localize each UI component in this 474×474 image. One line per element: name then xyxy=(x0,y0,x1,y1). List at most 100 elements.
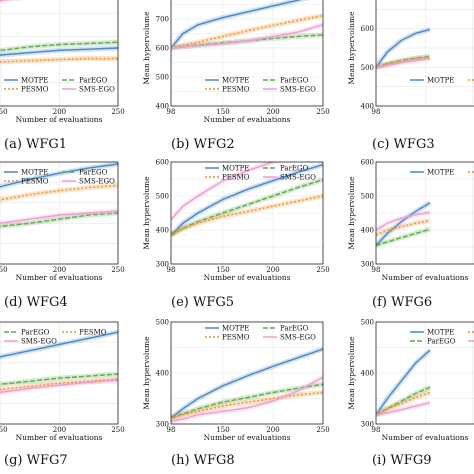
x-tick-label: 150 xyxy=(216,266,229,274)
legend: ParEGO PESMO SMS-EGO xyxy=(4,329,107,346)
legend: MOTPE ParEGO PESMO SMS-EGO xyxy=(4,77,115,94)
y-tick-label: 500 xyxy=(361,64,374,72)
plot-frame xyxy=(170,321,324,425)
y-tick-label: 400 xyxy=(156,103,169,111)
series-line-motpe xyxy=(376,28,431,68)
chart-panel-1: 150 200 250 Number of evaluations MOTPE ParEG… xyxy=(0,0,125,152)
x-tick-label: 250 xyxy=(111,108,124,116)
panel-caption: (a) WFG1 xyxy=(4,137,67,152)
x-axis-label: Number of evaluations xyxy=(382,433,469,442)
legend-label: SMS-EGO xyxy=(21,338,57,346)
plot-frame xyxy=(375,0,474,107)
x-tick-label: 150 xyxy=(0,266,8,274)
x-tick-label: 200 xyxy=(53,266,66,274)
chart-panel-3: 98400500600700Mean hypervolumeMOTPEPESMO… xyxy=(347,0,474,152)
y-tick-label: 600 xyxy=(156,45,169,53)
series-line-pesmo xyxy=(171,195,323,236)
series-line-motpe xyxy=(171,0,302,49)
y-tick-label: 600 xyxy=(361,25,374,33)
y-axis-label: Mean hypervolume xyxy=(347,336,356,410)
legend-label: ParEGO xyxy=(21,329,50,337)
legend-label: SMS-EGO xyxy=(79,178,115,186)
series-line-pesmo xyxy=(171,391,323,419)
x-tick-label: 250 xyxy=(111,266,124,274)
x-tick-label: 98 xyxy=(167,108,176,116)
series-line-pesmo xyxy=(0,57,118,63)
legend: MOTPE ParEGO PESMO SMS-EGO xyxy=(4,169,115,186)
panel-caption: (b) WFG2 xyxy=(171,137,235,152)
legend-label: PESMO xyxy=(21,86,49,94)
series-line-motpe xyxy=(171,348,323,419)
y-tick-label: 700 xyxy=(156,16,169,24)
chart-panel-5: 98 150 200 250 300 400 500 600 Number of evaluat… xyxy=(142,159,330,311)
x-axis-label: Number of evaluations xyxy=(16,115,103,124)
legend-label: SMS-EGO xyxy=(280,334,316,342)
series-line-parego xyxy=(0,212,118,228)
series-line-parego xyxy=(0,41,118,52)
x-tick-label: 200 xyxy=(266,426,279,434)
legend-label: PESMO xyxy=(222,86,250,94)
x-tick-label: 150 xyxy=(216,108,229,116)
legend: MOTPE ParEGO PESMO SMS-EGO xyxy=(205,325,316,342)
x-tick-label: 150 xyxy=(216,426,229,434)
legend-label: MOTPE xyxy=(222,325,249,333)
panel-caption: (g) WFG7 xyxy=(4,453,68,468)
series-line-motpe xyxy=(376,349,431,416)
legend-label: MOTPE xyxy=(222,165,249,173)
chart-panel-2: 98150200250400500600700800Number of eval… xyxy=(142,0,330,152)
plot-frame xyxy=(375,161,474,265)
x-tick-label: 250 xyxy=(316,266,329,274)
series-line-parego xyxy=(376,228,431,246)
y-axis-label: Mean hypervolume xyxy=(142,336,151,410)
plot-frame xyxy=(375,321,474,425)
legend-label: PESMO xyxy=(222,334,250,342)
panel-caption: (f) WFG6 xyxy=(372,295,432,310)
panel-caption: (d) WFG4 xyxy=(4,295,68,310)
series-line-pesmo xyxy=(376,391,431,416)
series-line-parego xyxy=(171,383,323,419)
y-tick-label: 500 xyxy=(156,319,169,327)
series-line-pesmo xyxy=(0,184,118,201)
x-tick-label: 250 xyxy=(111,426,124,434)
x-tick-label: 98 xyxy=(167,426,176,434)
chart-panel-8: 98 150 200 250 300 400 500 Number of evaluation… xyxy=(142,319,330,469)
x-tick-label: 200 xyxy=(266,108,279,116)
legend-label: SMS-EGO xyxy=(280,86,316,94)
series-line-sms-ego xyxy=(171,24,323,49)
y-axis-label: Mean hypervolume xyxy=(142,176,151,250)
y-tick-label: 400 xyxy=(361,103,374,111)
y-tick-label: 400 xyxy=(361,370,374,378)
legend-label: MOTPE xyxy=(222,77,249,85)
y-tick-label: 300 xyxy=(156,261,169,269)
legend-label: PESMO xyxy=(79,329,107,337)
series-line-pesmo xyxy=(376,56,431,68)
legend-label: MOTPE xyxy=(427,169,454,177)
series-line-sms-ego xyxy=(171,376,323,423)
legend-label: ParEGO xyxy=(79,77,108,85)
x-tick-label: 98 xyxy=(167,266,176,274)
x-axis-label: Number of evaluations xyxy=(204,433,291,442)
plot-frame xyxy=(0,161,119,265)
series-line-sms-ego xyxy=(0,210,118,225)
y-tick-label: 500 xyxy=(361,319,374,327)
y-tick-label: 500 xyxy=(361,193,374,201)
plot-frame xyxy=(0,321,119,425)
x-tick-label: 250 xyxy=(316,426,329,434)
series-band-pesmo xyxy=(0,55,118,65)
x-tick-label: 98 xyxy=(372,266,381,274)
x-tick-label: 150 xyxy=(0,426,8,434)
series-line-motpe xyxy=(171,164,323,236)
plot-frame xyxy=(0,0,119,107)
x-tick-label: 250 xyxy=(316,108,329,116)
x-tick-label: 200 xyxy=(53,108,66,116)
legend-label: ParEGO xyxy=(280,325,309,333)
x-axis-label: Number of evaluations xyxy=(382,273,469,282)
y-tick-label: 300 xyxy=(156,421,169,429)
y-tick-label: 400 xyxy=(156,370,169,378)
series-line-pesmo xyxy=(376,219,431,236)
series-line-motpe xyxy=(376,202,431,246)
x-axis-label: Number of evaluations xyxy=(16,273,103,282)
series-line-sms-ego xyxy=(171,162,277,221)
